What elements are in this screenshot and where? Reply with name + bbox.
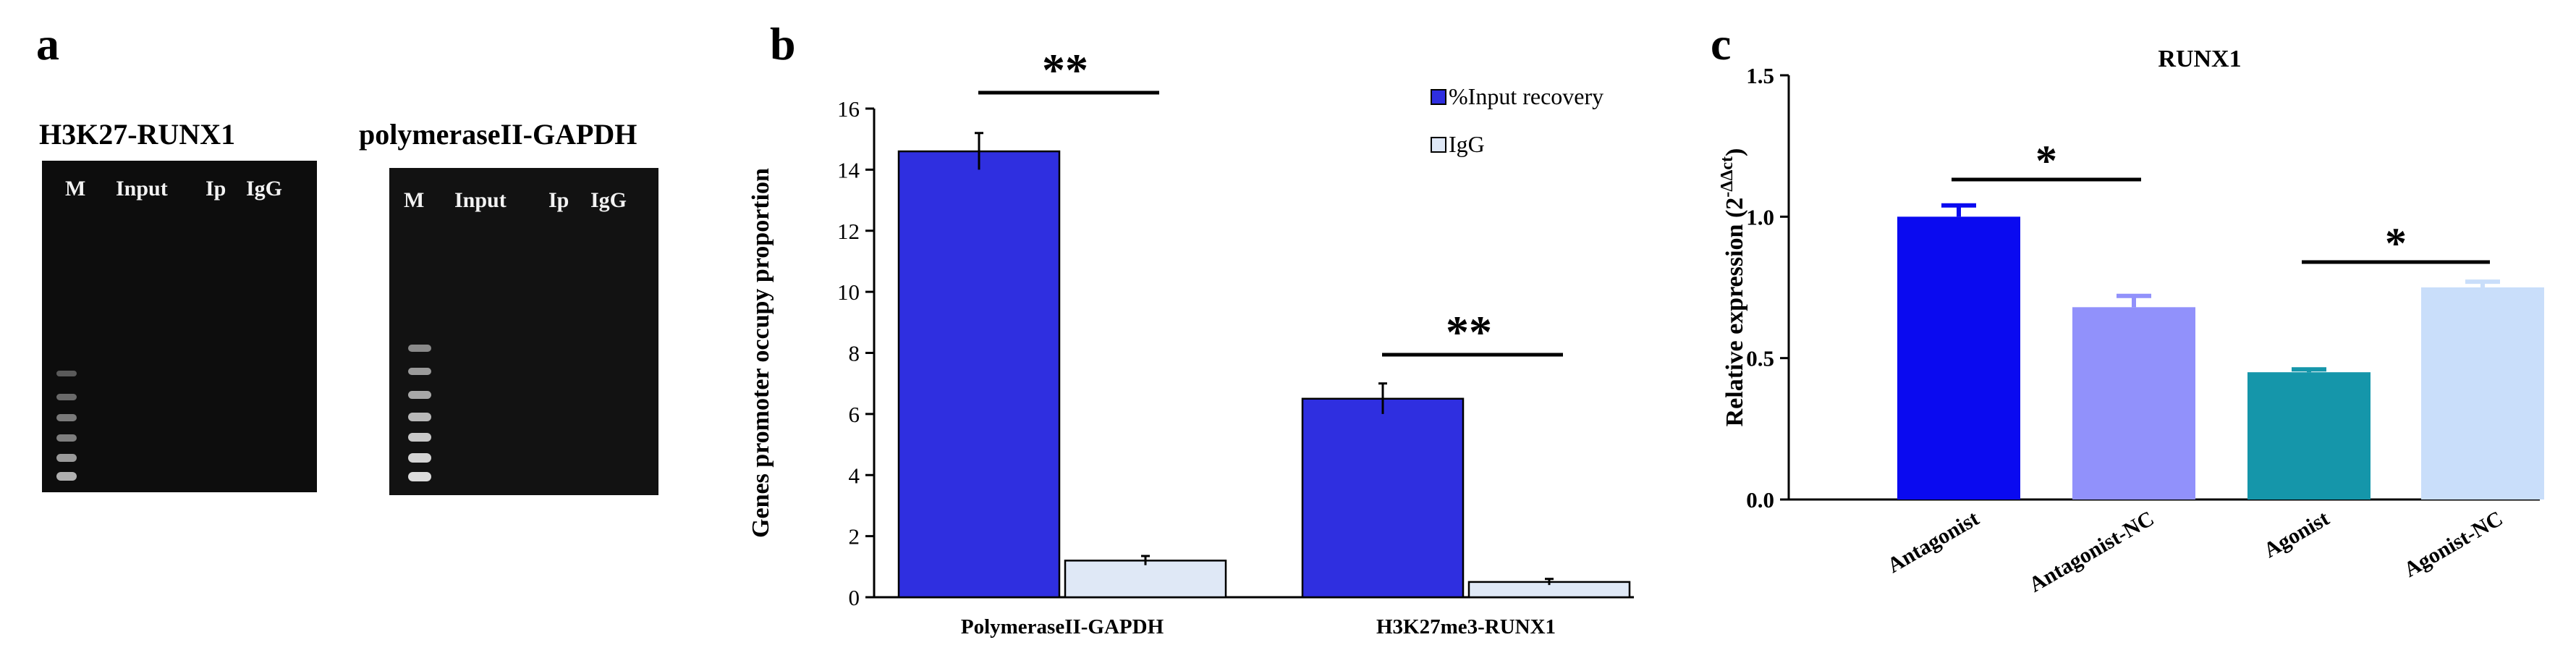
- gel-2-title: polymeraseII-GAPDH: [359, 118, 637, 151]
- y-axis-label: Genes promoter occupy proportion: [747, 168, 774, 538]
- y-tick-label: 12: [837, 219, 860, 244]
- y-tick-label: 2: [849, 524, 860, 549]
- gel-2-lane-ip: Ip: [548, 188, 569, 212]
- panel-a-letter: a: [36, 18, 59, 69]
- gel-1-lane-igg: IgG: [246, 177, 283, 201]
- bar: [2421, 287, 2544, 500]
- legend-swatch-input: [1431, 89, 1446, 105]
- gel-1-ladder-band: [56, 434, 77, 442]
- gel-2-ladder-band: [408, 433, 431, 442]
- gel-1-ladder-band: [56, 371, 77, 376]
- bar-input: [897, 150, 1061, 599]
- y-tick-label: 0.5: [1746, 346, 1774, 371]
- legend-swatch-igg: [1431, 137, 1446, 153]
- gel-1-lane-m: M: [65, 177, 86, 201]
- y-axis-label: Relative expression (2-ΔΔct): [1718, 148, 1748, 427]
- y-tick-label: 0: [849, 585, 860, 610]
- gel-2-ladder-band: [408, 413, 431, 421]
- y-tick-label: 4: [849, 463, 860, 488]
- y-tick-label: 8: [849, 341, 860, 366]
- chart-b: 0 2 4 6 8 10 12 14 16 Genes promoter occupy propo…: [747, 44, 1634, 638]
- significance-marker: *: [2385, 219, 2407, 267]
- gel-2-ladder-band: [408, 453, 431, 463]
- y-tick-label: 14: [837, 157, 860, 182]
- y-tick-label: 1.0: [1746, 204, 1774, 229]
- bar: [1897, 216, 2020, 500]
- gel-1-lane-ip: Ip: [206, 177, 226, 201]
- legend-label-igg: IgG: [1449, 131, 1485, 157]
- x-tick-label: Antagonist-NC: [2025, 506, 2158, 597]
- significance-marker: **: [1446, 306, 1492, 358]
- gel-2-ladder-band: [408, 368, 431, 375]
- gel-1-image: M Input Ip IgG: [42, 161, 317, 492]
- y-tick-label: 16: [837, 96, 860, 122]
- y-tick-label: 6: [849, 402, 860, 427]
- gel-2-image: M Input Ip IgG: [389, 168, 658, 495]
- gel-2-lane-m: M: [404, 188, 425, 212]
- panel-b-letter: b: [770, 18, 796, 69]
- bar-igg: [1064, 560, 1227, 599]
- gel-2-ladder-band: [408, 472, 431, 481]
- chart-title: RUNX1: [2158, 46, 2241, 72]
- gel-1-ladder-band: [56, 414, 77, 421]
- x-tick-label: Antagonist: [1884, 506, 1983, 578]
- panel-a: a H3K27-RUNX1 M Input Ip IgG polymeraseI…: [0, 0, 738, 666]
- gel-1-ladder-band: [56, 394, 77, 400]
- bar: [2072, 307, 2195, 500]
- x-tick-label: Agonist-NC: [2400, 506, 2507, 581]
- gel-2-ladder-band: [408, 391, 431, 399]
- gel-1-ladder-band: [56, 472, 77, 481]
- legend-label-input: %Input recovery: [1449, 83, 1603, 109]
- panel-c-letter: c: [1711, 18, 1732, 69]
- gel-2-ladder-band: [408, 345, 431, 352]
- x-tick-label: Agonist: [2260, 506, 2334, 562]
- gel-1-ladder-band: [56, 454, 77, 462]
- y-tick-label: 0.0: [1746, 487, 1774, 513]
- x-tick-label: PolymeraseII-GAPDH: [961, 615, 1164, 638]
- x-tick-label: H3K27me3-RUNX1: [1376, 615, 1556, 638]
- gel-1-lane-input: Input: [116, 177, 168, 201]
- gel-1-title: H3K27-RUNX1: [39, 118, 236, 151]
- chart-c: RUNX1 0.0 0.5 1.0 1.5 Relative expression (2-…: [1718, 46, 2544, 597]
- gel-2-lane-igg: IgG: [590, 188, 627, 212]
- bar-input: [1301, 397, 1465, 599]
- significance-marker: **: [1042, 44, 1088, 96]
- gel-2-lane-input: Input: [454, 188, 507, 212]
- significance-marker: *: [2035, 137, 2057, 185]
- bar: [2247, 372, 2370, 500]
- y-tick-label: 1.5: [1746, 63, 1774, 88]
- y-tick-label: 10: [837, 279, 860, 305]
